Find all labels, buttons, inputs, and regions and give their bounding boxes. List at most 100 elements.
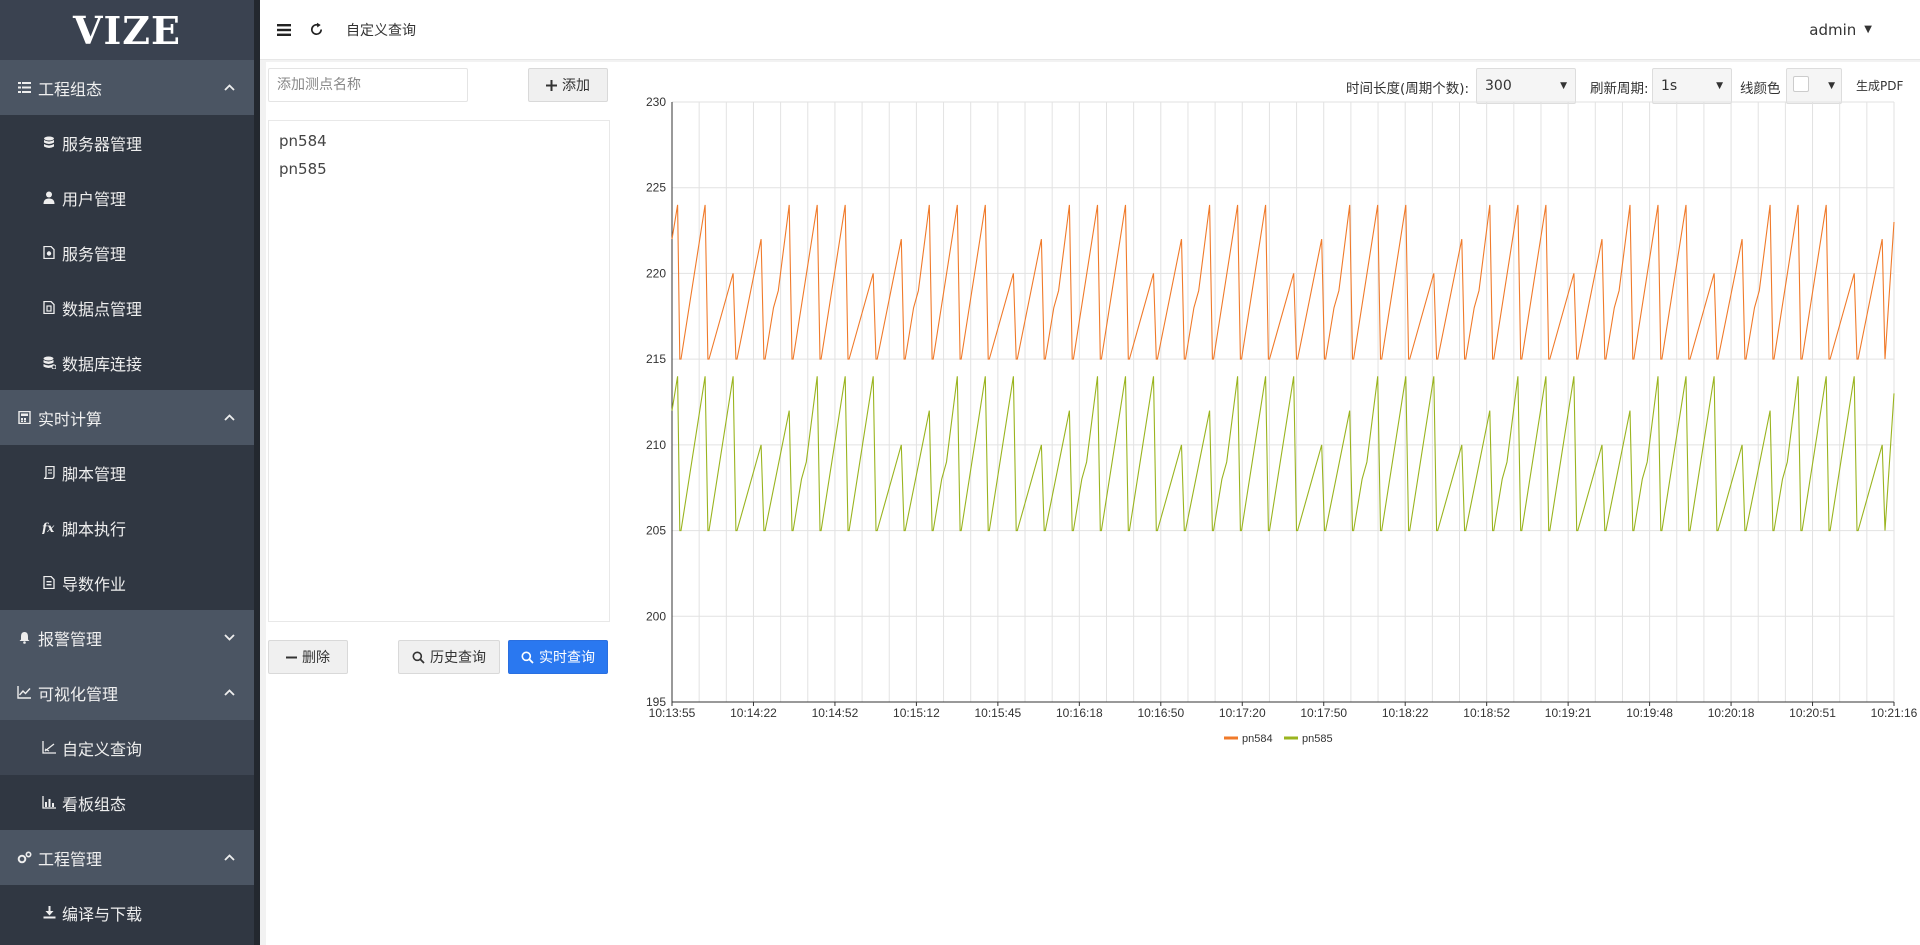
sidebar-item[interactable]: 脚本管理 [0,445,254,500]
x-tick-label: 10:20:51 [1789,706,1836,720]
search-icon [521,651,534,664]
database-icon [42,136,56,150]
chevron-up-icon [222,686,236,700]
refresh-icon[interactable] [308,22,324,38]
delete-button-label: 删除 [302,650,330,666]
sidebar-item-label: 脚本执行 [62,519,127,539]
plus-icon [546,79,557,91]
sidebar-item[interactable]: 自定义查询 [0,720,254,775]
y-tick-label: 200 [646,609,666,623]
realtime-line-chart: 195 200 205 210 215 220 225 230 10:13:55 10:14:22… [646,95,1918,745]
duration-select[interactable]: 300 ▼ [1476,68,1576,104]
sidebar-item-label: 服务器管理 [62,134,143,154]
top-bar: 自定义查询 admin ▼ [260,0,1920,60]
svg-text:fx: fx [42,521,55,534]
x-tick-label: 10:14:22 [730,706,777,720]
duration-value: 300 [1485,78,1512,94]
service-file-icon [42,246,56,260]
y-tick-label: 210 [646,438,666,452]
logo: VIZE [0,0,254,60]
x-tick-label: 10:13:55 [649,706,696,720]
x-tick-label: 10:16:18 [1056,706,1103,720]
chevron-down-icon: ▼ [1560,81,1567,91]
function-icon: fx [42,521,56,535]
x-tick-label: 10:21:16 [1871,706,1918,720]
sidebar: VIZE 工程组态服务器管理用户管理服务管理数据点管理数据库连接实时计算脚本管理… [0,0,260,945]
download-icon [42,906,56,920]
x-tick-label: 10:17:50 [1300,706,1347,720]
realtime-query-button[interactable]: 实时查询 [508,640,608,674]
sidebar-item-label: 自定义查询 [62,739,143,759]
sidebar-item[interactable]: 数据库连接 [0,335,254,390]
sidebar-item[interactable]: 服务器管理 [0,115,254,170]
y-tick-label: 225 [646,181,666,195]
dashboard-icon [42,796,56,810]
chevron-up-icon [222,81,236,95]
point-list: pn584 pn585 [268,120,610,622]
history-query-button[interactable]: 历史查询 [398,640,500,674]
script-icon [42,466,56,480]
sidebar-item-label: 编译与下载 [62,904,143,924]
series-line-pn584 [671,204,1895,360]
chevron-down-icon: ▼ [1828,81,1835,91]
list-item-point[interactable]: pn584 [279,132,327,150]
sidebar-item[interactable]: 看板组态 [0,775,254,830]
database-link-icon [42,356,56,370]
delete-button[interactable]: 删除 [268,640,348,674]
sidebar-item[interactable]: fx 脚本执行 [0,500,254,555]
sidebar-group-header[interactable]: 工程组态 [0,60,254,115]
add-button-label: 添加 [562,78,590,94]
x-tick-label: 10:15:12 [893,706,940,720]
sidebar-group-label: 实时计算 [38,409,103,429]
user-menu[interactable]: admin ▼ [1809,21,1872,39]
point-name-input[interactable] [268,68,468,102]
sidebar-item[interactable]: 用户管理 [0,170,254,225]
sidebar-item-label: 服务管理 [62,244,127,264]
breadcrumb: 自定义查询 [346,22,416,39]
x-tick-label: 10:19:21 [1545,706,1592,720]
sidebar-item[interactable]: 导数作业 [0,555,254,610]
sidebar-item[interactable]: 编译与下载 [0,885,254,940]
datapoint-file-icon [42,301,56,315]
sidebar-item-label: 数据库连接 [62,354,143,374]
chevron-down-icon: ▼ [1716,81,1723,91]
sidebar-group-header[interactable]: 工程管理 [0,830,254,885]
sidebar-group-header[interactable]: 可视化管理 [0,665,254,720]
user-name: admin [1809,20,1857,39]
y-tick-label: 230 [646,95,666,109]
y-tick-label: 205 [646,524,666,538]
sidebar-item[interactable]: 数据点管理 [0,280,254,335]
y-tick-label: 195 [646,695,666,709]
legend-label: pn584 [1242,733,1273,745]
realtime-button-label: 实时查询 [539,650,595,666]
chevron-up-icon [222,411,236,425]
gears-icon [16,850,32,866]
y-tick-label: 220 [646,266,666,280]
x-tick-label: 10:19:48 [1626,706,1673,720]
sidebar-item[interactable]: 服务管理 [0,225,254,280]
series-line-pn585 [671,376,1895,532]
bell-icon [16,630,32,646]
sidebar-group-header[interactable]: 实时计算 [0,390,254,445]
refresh-select[interactable]: 1s ▼ [1652,68,1732,104]
x-tick-label: 10:15:45 [975,706,1022,720]
list-item-point[interactable]: pn585 [279,160,327,178]
refresh-value: 1s [1661,78,1678,94]
x-tick-label: 10:16:50 [1137,706,1184,720]
sidebar-item-label: 数据点管理 [62,299,143,319]
caret-down-icon: ▼ [1864,24,1872,35]
calculator-icon [16,410,32,426]
sidebar-group-label: 可视化管理 [38,684,119,704]
hamburger-menu-icon[interactable] [276,22,292,38]
user-icon [42,191,56,205]
sidebar-group-header[interactable]: 报警管理 [0,610,254,665]
sidebar-group-label: 工程组态 [38,79,103,99]
x-tick-label: 10:17:20 [1219,706,1266,720]
add-point-button[interactable]: 添加 [528,68,608,102]
sidebar-item-label: 导数作业 [62,574,127,594]
generate-pdf-link[interactable]: 生成PDF [1856,79,1904,93]
sidebar-group-label: 工程管理 [38,849,103,869]
line-color-select[interactable]: ▼ [1786,68,1842,104]
search-icon [412,651,425,664]
